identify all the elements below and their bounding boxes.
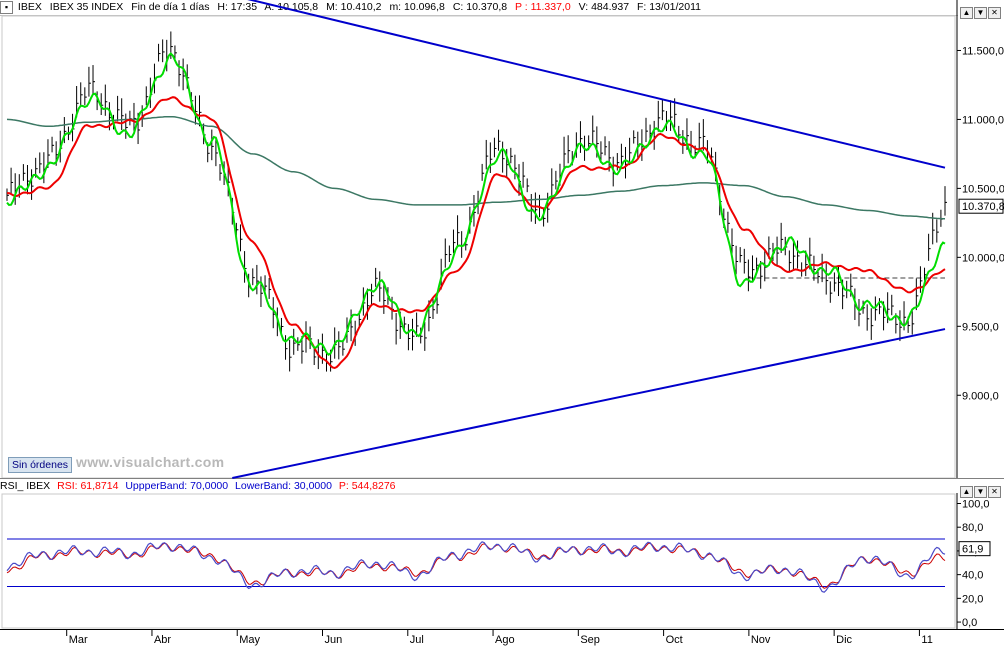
close-icon[interactable]: ✕ — [988, 7, 1001, 19]
rsi-y-tick-label: 100,0 — [962, 498, 990, 510]
header-date: F: 13/01/2011 — [636, 1, 701, 13]
rsi-line — [6, 541, 946, 593]
header-symbol: IBEX — [17, 1, 42, 13]
price-header: ▪ IBEX IBEX 35 INDEX Fin de día 1 días H… — [0, 0, 958, 16]
x-tick-label: 11 — [921, 634, 932, 646]
rsi-panel-controls: ▲ ▼ ✕ — [959, 481, 1001, 498]
x-tick-label: Abr — [154, 634, 171, 646]
rsi-y-tick-label: 80,0 — [962, 522, 983, 534]
x-tick-label: Ago — [495, 634, 515, 646]
price-y-tick-label: 10.500,0 — [962, 183, 1004, 195]
last-price-box — [958, 198, 1004, 214]
slow-average-line — [7, 96, 946, 370]
x-tick-label: Mar — [69, 634, 88, 646]
restore-icon[interactable]: ▼ — [974, 7, 987, 19]
last-rsi-label: 61,9 — [962, 544, 983, 556]
x-tick-label: Oct — [666, 634, 683, 646]
rsi-plot-area — [1, 493, 956, 629]
x-tick-label: Dic — [836, 634, 852, 646]
x-tick-label: May — [239, 634, 260, 646]
chart-menu-icon[interactable]: ▪ — [0, 0, 13, 14]
rsi-pointer: P: 544,8276 — [338, 480, 396, 492]
x-tick-label: Jul — [410, 634, 424, 646]
rsi-value: RSI: 61,8714 — [57, 480, 119, 492]
rsi-lower-band: LowerBand: 30,0000 — [235, 480, 332, 492]
header-hour: H: 17:35 — [217, 1, 258, 13]
price-y-tick-label: 11.500,0 — [962, 45, 1004, 57]
price-plot-area — [1, 15, 956, 479]
watermark: www.visualchart.com — [76, 454, 225, 470]
long-average-line — [6, 115, 945, 220]
orders-badge[interactable]: Sin órdenes — [8, 457, 73, 473]
rsi-y-tick-label: 40,0 — [962, 570, 983, 582]
price-y-tick-label: 11.000,0 — [962, 114, 1004, 126]
price-y-tick-label: 9.000,0 — [962, 390, 999, 402]
lower-trendline — [232, 328, 946, 479]
last-price-label: 10.370,8 — [962, 201, 1004, 213]
header-volume: V: 484.937 — [578, 1, 630, 13]
header-name: IBEX 35 INDEX — [49, 1, 124, 13]
x-tick-label: Nov — [751, 634, 771, 646]
header-mid: M: 10.410,2 — [326, 1, 382, 13]
header-close: C: 10.370,8 — [452, 1, 508, 13]
last-rsi-box — [958, 541, 991, 557]
minimize-icon[interactable]: ▲ — [960, 7, 973, 19]
x-tick-label: Jun — [325, 634, 343, 646]
fast-average-line — [6, 52, 946, 356]
x-tick-label: Sep — [580, 634, 600, 646]
minimize-icon[interactable]: ▲ — [960, 486, 973, 498]
restore-icon[interactable]: ▼ — [974, 486, 987, 498]
price-y-tick-label: 9.500,0 — [962, 321, 999, 333]
header-low: m: 10.096,8 — [389, 1, 445, 13]
price-panel-controls: ▲ ▼ ✕ — [959, 2, 1001, 19]
header-high: A: 10.105,8 — [264, 1, 319, 13]
rsi-name: RSI_ IBEX — [0, 480, 51, 492]
rsi-upper-band: UppperBand: 70,0000 — [125, 480, 229, 492]
rsi-y-tick-label: 20,0 — [962, 593, 983, 605]
header-timeframe: Fin de día 1 días — [131, 1, 210, 13]
header-pointer: P : 11.337,0 — [515, 1, 571, 13]
rsi-header: RSI_ IBEX RSI: 61,8714 UppperBand: 70,00… — [0, 479, 958, 493]
close-icon[interactable]: ✕ — [988, 486, 1001, 498]
rsi-y-tick-label: 0,0 — [962, 617, 977, 629]
upper-trendline — [247, 0, 946, 169]
price-y-tick-label: 10.000,0 — [962, 252, 1004, 264]
